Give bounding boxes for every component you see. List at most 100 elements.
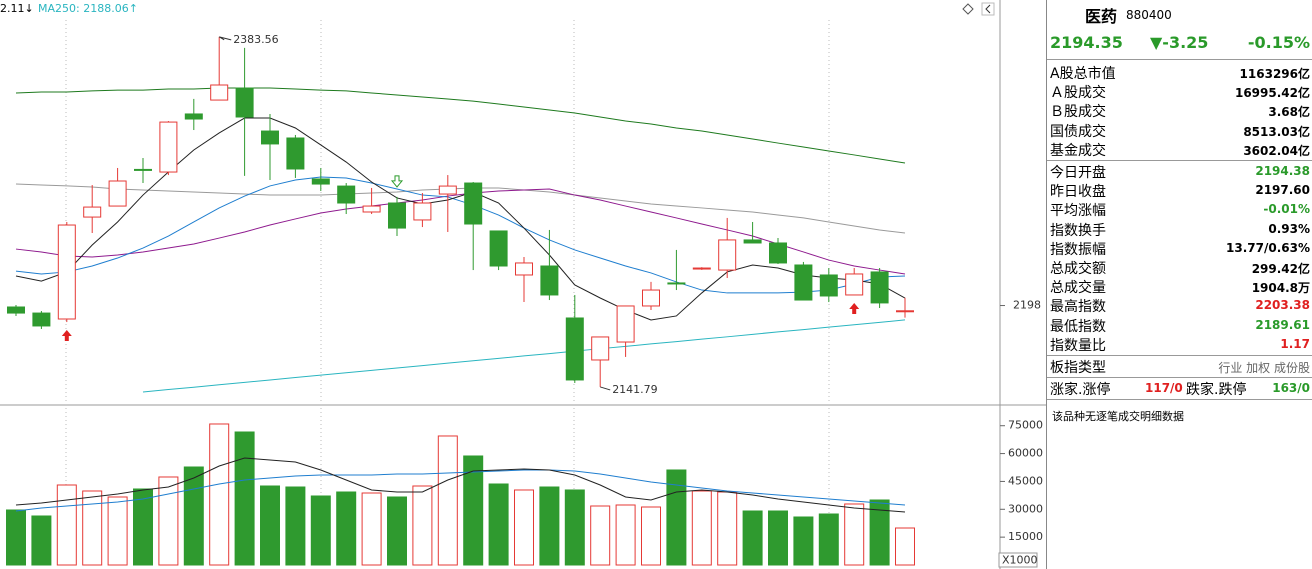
volume-bar	[691, 490, 712, 566]
row-label: 昨日收盘	[1050, 184, 1106, 201]
row-label: 指数量比	[1050, 337, 1106, 354]
candle-body	[286, 137, 305, 170]
row-label: 总成交量	[1050, 280, 1106, 297]
index-code: 880400	[1126, 8, 1172, 22]
row-value: 3.68亿	[1268, 105, 1310, 120]
volume-bar	[768, 510, 788, 566]
toolbar-icons[interactable]	[962, 2, 995, 16]
candle-body	[692, 267, 711, 270]
row-label: 指数换手	[1050, 222, 1106, 239]
candle-body	[108, 180, 127, 207]
candle-body	[159, 121, 178, 173]
volume-bar	[336, 491, 357, 566]
annotation-leader	[600, 386, 611, 391]
row-value: 2189.61	[1255, 317, 1310, 332]
signal-arrow	[61, 330, 72, 342]
candle-body	[388, 202, 406, 229]
price-change: ▼-3.25	[1150, 33, 1209, 52]
volume-bar	[56, 484, 77, 566]
row-label: 指数振幅	[1050, 241, 1106, 258]
y-tick-label: 60000	[1008, 447, 1043, 460]
row-label: 基金成交	[1050, 142, 1106, 159]
candle-body	[210, 84, 229, 101]
ma-line	[15, 457, 906, 513]
signal-arrow	[390, 175, 404, 188]
volume-bar	[514, 489, 534, 566]
volume-bar	[234, 431, 255, 566]
row-label: A股总市值	[1050, 66, 1116, 82]
volume-bar	[869, 499, 890, 566]
candle-body	[83, 206, 102, 218]
y-tick-label: 2198	[1013, 299, 1041, 312]
row-value: 行业 加权 成份股	[1218, 361, 1310, 375]
row-label: 总成交额	[1050, 261, 1106, 277]
price-change-pct: -0.15%	[1247, 33, 1310, 52]
index-name: 医药	[1085, 7, 1118, 26]
candle-body	[870, 271, 889, 304]
ma-line	[15, 176, 906, 294]
breadth-label: 涨家.涨停	[1050, 382, 1111, 399]
candle-body	[667, 282, 686, 285]
signal-arrow	[849, 302, 860, 314]
volume-bar	[539, 486, 560, 566]
row-value: 1163296亿	[1239, 67, 1310, 81]
volume-bar	[260, 485, 280, 566]
volume-bar	[717, 491, 738, 566]
row-label: 最低指数	[1050, 318, 1106, 335]
ma-line	[15, 183, 906, 234]
volume-bar	[641, 506, 661, 566]
volume-bar	[6, 509, 26, 566]
candle-body	[769, 242, 787, 264]
row-value: 1.17	[1280, 336, 1310, 351]
volume-bar	[31, 515, 52, 566]
note: 该品种无逐笔成交明细数据	[1052, 410, 1184, 424]
candle-body	[57, 224, 76, 320]
candle-body	[134, 168, 152, 171]
volume-bar	[82, 490, 103, 566]
breadth-label: 跌家.跌停	[1186, 382, 1247, 399]
candle-body	[489, 230, 508, 267]
row-value: 2203.38	[1255, 298, 1310, 313]
separator	[1047, 399, 1312, 401]
row-value: 8513.03亿	[1243, 124, 1310, 139]
volume-bar	[488, 483, 509, 566]
row-value: 16995.42亿	[1234, 86, 1310, 101]
candle-body	[362, 205, 381, 213]
candle-body	[896, 310, 914, 313]
volume-bar	[895, 527, 915, 566]
volume-bar	[412, 485, 433, 566]
volume-bar	[590, 505, 611, 566]
low-annotation: 2141.79	[612, 383, 658, 396]
volume-bar	[818, 513, 839, 566]
candle-body	[794, 264, 813, 301]
volume-bar	[158, 476, 179, 566]
ma-line	[142, 319, 906, 393]
candle-body	[743, 239, 762, 244]
high-annotation: 2383.56	[233, 33, 279, 46]
row-value: 1904.8万	[1251, 281, 1310, 296]
volume-bar	[437, 435, 458, 566]
candle-body	[819, 274, 838, 297]
volume-bar	[361, 492, 382, 566]
candle-body	[235, 87, 254, 118]
row-value: 2194.38	[1255, 164, 1310, 178]
candle-body	[540, 265, 559, 296]
legend-text: MA250: 2188.06↑	[38, 2, 138, 15]
legend-text: 2.11↓	[0, 2, 34, 15]
unit-box	[998, 552, 1038, 568]
candle-body	[311, 178, 330, 185]
volume-bar	[463, 455, 484, 566]
volume-bar	[564, 489, 585, 566]
volume-bar	[387, 496, 407, 566]
row-label: 板指类型	[1050, 360, 1106, 376]
chart: 2.11↓ MA250: 2188.06↑ 2198 2383.56 2141.79…	[0, 0, 1047, 569]
volume-bar	[107, 496, 128, 566]
y-tick-label: 45000	[1008, 474, 1043, 487]
candle-body	[515, 262, 533, 276]
separator	[1047, 160, 1312, 161]
row-value: 13.77/0.63%	[1226, 240, 1310, 255]
ma-line	[15, 87, 906, 164]
breadth-value: 163/0	[1272, 381, 1310, 396]
candle-body	[32, 312, 51, 327]
candle-body	[184, 113, 203, 120]
